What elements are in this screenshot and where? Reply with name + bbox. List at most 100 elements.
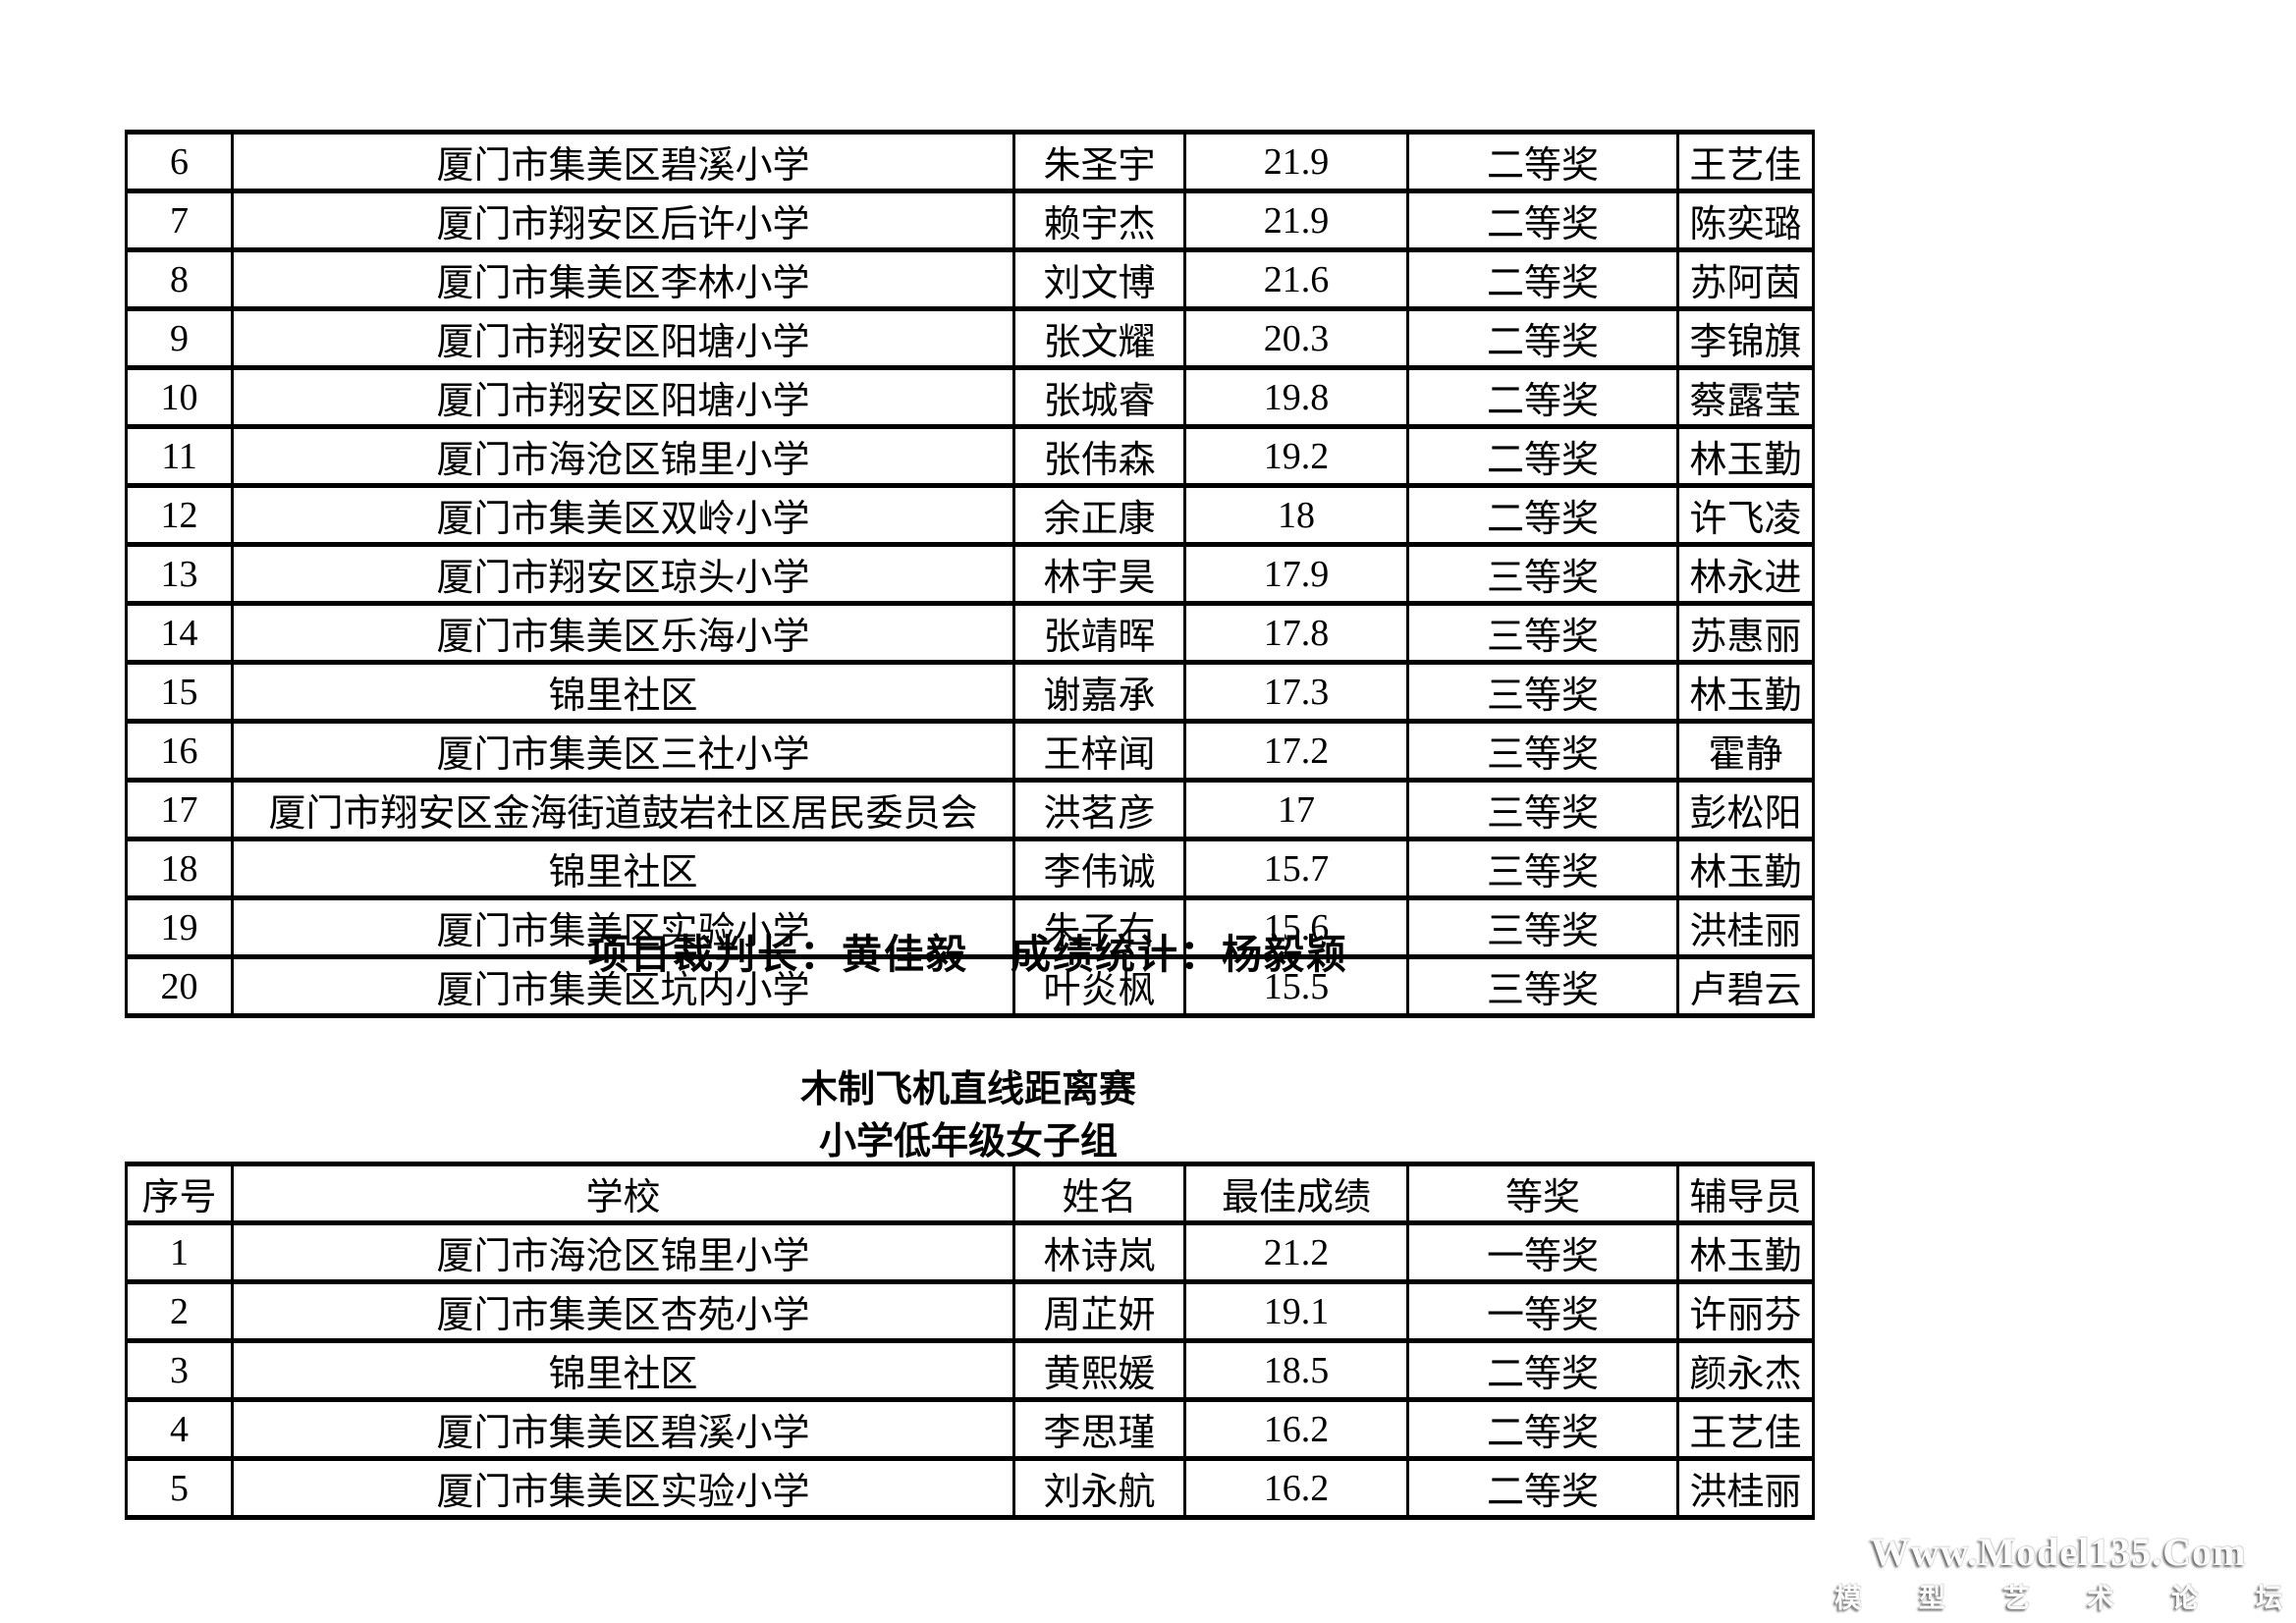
column-header-no: 序号 <box>125 1162 234 1225</box>
cell-award: 三等奖 <box>1406 601 1679 665</box>
cell-school: 厦门市翔安区后许小学 <box>231 189 1015 252</box>
cell-score: 19.1 <box>1183 1279 1409 1343</box>
cell-score: 15.7 <box>1183 837 1409 900</box>
cell-school: 厦门市集美区实验小学 <box>231 1456 1015 1520</box>
column-header-score: 最佳成绩 <box>1183 1162 1409 1225</box>
cell-award: 二等奖 <box>1406 1338 1679 1402</box>
cell-name: 王梓闻 <box>1012 719 1186 783</box>
results-table-lower: 序号 学校 姓名 最佳成绩 等奖 辅导员 1 厦门市海沧区锦里小学 林诗岚 21.2 一等奖 林玉勤… <box>125 1162 1815 1520</box>
cell-coach: 蔡露莹 <box>1676 365 1815 429</box>
cell-coach: 林玉勤 <box>1676 424 1815 488</box>
cell-award: 二等奖 <box>1406 189 1679 252</box>
cell-name: 洪茗彦 <box>1012 778 1186 841</box>
cell-coach: 林玉勤 <box>1676 660 1815 724</box>
cell-score: 16.2 <box>1183 1456 1409 1520</box>
cell-award: 二等奖 <box>1406 483 1679 547</box>
cell-coach: 苏惠丽 <box>1676 601 1815 665</box>
cell-name: 林诗岚 <box>1012 1220 1186 1284</box>
cell-coach: 彭松阳 <box>1676 778 1815 841</box>
cell-no: 2 <box>125 1279 234 1343</box>
cell-no: 3 <box>125 1338 234 1402</box>
table-row: 7 厦门市翔安区后许小学 赖宇杰 21.9 二等奖 陈奕璐 <box>125 189 1815 252</box>
event-title: 木制飞机直线距离赛 <box>799 1069 1136 1110</box>
cell-no: 19 <box>125 895 234 959</box>
table-row: 1 厦门市海沧区锦里小学 林诗岚 21.2 一等奖 林玉勤 <box>125 1220 1815 1284</box>
cell-name: 李思瑾 <box>1012 1397 1186 1461</box>
cell-school: 厦门市集美区乐海小学 <box>231 601 1015 665</box>
cell-name: 林宇昊 <box>1012 542 1186 606</box>
cell-no: 10 <box>125 365 234 429</box>
cell-school: 厦门市海沧区锦里小学 <box>231 1220 1015 1284</box>
cell-name: 张文耀 <box>1012 306 1186 370</box>
cell-school: 厦门市集美区实验小学 <box>231 895 1015 959</box>
cell-award: 二等奖 <box>1406 1397 1679 1461</box>
cell-award: 二等奖 <box>1406 247 1679 311</box>
table-row: 6 厦门市集美区碧溪小学 朱圣宇 21.9 二等奖 王艺佳 <box>125 130 1815 193</box>
cell-no: 7 <box>125 189 234 252</box>
cell-score: 20.3 <box>1183 306 1409 370</box>
table-row: 3 锦里社区 黄熙媛 18.5 二等奖 颜永杰 <box>125 1338 1815 1402</box>
table-row: 20 厦门市集美区坑内小学 叶炎枫 15.5 三等奖 卢碧云 <box>125 954 1815 1018</box>
cell-no: 15 <box>125 660 234 724</box>
cell-award: 二等奖 <box>1406 130 1679 193</box>
column-header-coach: 辅导员 <box>1676 1162 1815 1225</box>
table-row: 12 厦门市集美区双岭小学 余正康 18 二等奖 许飞凌 <box>125 483 1815 547</box>
cell-score: 16.2 <box>1183 1397 1409 1461</box>
cell-name: 周芷妍 <box>1012 1279 1186 1343</box>
cell-coach: 林玉勤 <box>1676 1220 1815 1284</box>
cell-award: 一等奖 <box>1406 1220 1679 1284</box>
cell-school: 厦门市集美区杏苑小学 <box>231 1279 1015 1343</box>
cell-school: 锦里社区 <box>231 660 1015 724</box>
cell-coach: 林玉勤 <box>1676 837 1815 900</box>
cell-coach: 霍静 <box>1676 719 1815 783</box>
cell-school: 厦门市集美区双岭小学 <box>231 483 1015 547</box>
cell-name: 朱圣宇 <box>1012 130 1186 193</box>
table-row: 15 锦里社区 谢嘉承 17.3 三等奖 林玉勤 <box>125 660 1815 724</box>
cell-no: 18 <box>125 837 234 900</box>
cell-coach: 许丽芬 <box>1676 1279 1815 1343</box>
cell-coach: 许飞凌 <box>1676 483 1815 547</box>
cell-award: 二等奖 <box>1406 306 1679 370</box>
cell-score: 21.9 <box>1183 130 1409 193</box>
cell-coach: 苏阿茵 <box>1676 247 1815 311</box>
cell-award: 三等奖 <box>1406 719 1679 783</box>
cell-score: 19.2 <box>1183 424 1409 488</box>
cell-no: 13 <box>125 542 234 606</box>
cell-score: 21.9 <box>1183 189 1409 252</box>
cell-score: 18.5 <box>1183 1338 1409 1402</box>
cell-name: 叶炎枫 <box>1012 954 1186 1018</box>
cell-name: 朱子右 <box>1012 895 1186 959</box>
cell-no: 8 <box>125 247 234 311</box>
cell-score: 17 <box>1183 778 1409 841</box>
table-row: 19 厦门市集美区实验小学 朱子右 15.6 三等奖 洪桂丽 <box>125 895 1815 959</box>
cell-score: 18 <box>1183 483 1409 547</box>
cell-name: 余正康 <box>1012 483 1186 547</box>
cell-award: 三等奖 <box>1406 837 1679 900</box>
cell-school: 厦门市翔安区阳塘小学 <box>231 365 1015 429</box>
cell-school: 厦门市集美区碧溪小学 <box>231 1397 1015 1461</box>
cell-name: 赖宇杰 <box>1012 189 1186 252</box>
table-row: 18 锦里社区 李伟诚 15.7 三等奖 林玉勤 <box>125 837 1815 900</box>
cell-no: 20 <box>125 954 234 1018</box>
cell-award: 三等奖 <box>1406 660 1679 724</box>
cell-score: 21.2 <box>1183 1220 1409 1284</box>
cell-coach: 王艺佳 <box>1676 130 1815 193</box>
watermark-forum-name: 模 型 艺 术 论 坛 <box>1834 1584 2296 1613</box>
cell-award: 三等奖 <box>1406 778 1679 841</box>
cell-name: 李伟诚 <box>1012 837 1186 900</box>
cell-score: 17.9 <box>1183 542 1409 606</box>
event-group-subtitle: 小学低年级女子组 <box>818 1121 1118 1163</box>
cell-school: 厦门市集美区三社小学 <box>231 719 1015 783</box>
cell-award: 三等奖 <box>1406 895 1679 959</box>
cell-no: 11 <box>125 424 234 488</box>
cell-no: 6 <box>125 130 234 193</box>
cell-award: 二等奖 <box>1406 365 1679 429</box>
table-row: 8 厦门市集美区李林小学 刘文博 21.6 二等奖 苏阿茵 <box>125 247 1815 311</box>
cell-name: 刘文博 <box>1012 247 1186 311</box>
table-row: 17 厦门市翔安区金海街道鼓岩社区居民委员会 洪茗彦 17 三等奖 彭松阳 <box>125 778 1815 841</box>
cell-school: 厦门市翔安区阳塘小学 <box>231 306 1015 370</box>
cell-award: 二等奖 <box>1406 1456 1679 1520</box>
cell-score: 19.8 <box>1183 365 1409 429</box>
cell-no: 14 <box>125 601 234 665</box>
cell-no: 16 <box>125 719 234 783</box>
